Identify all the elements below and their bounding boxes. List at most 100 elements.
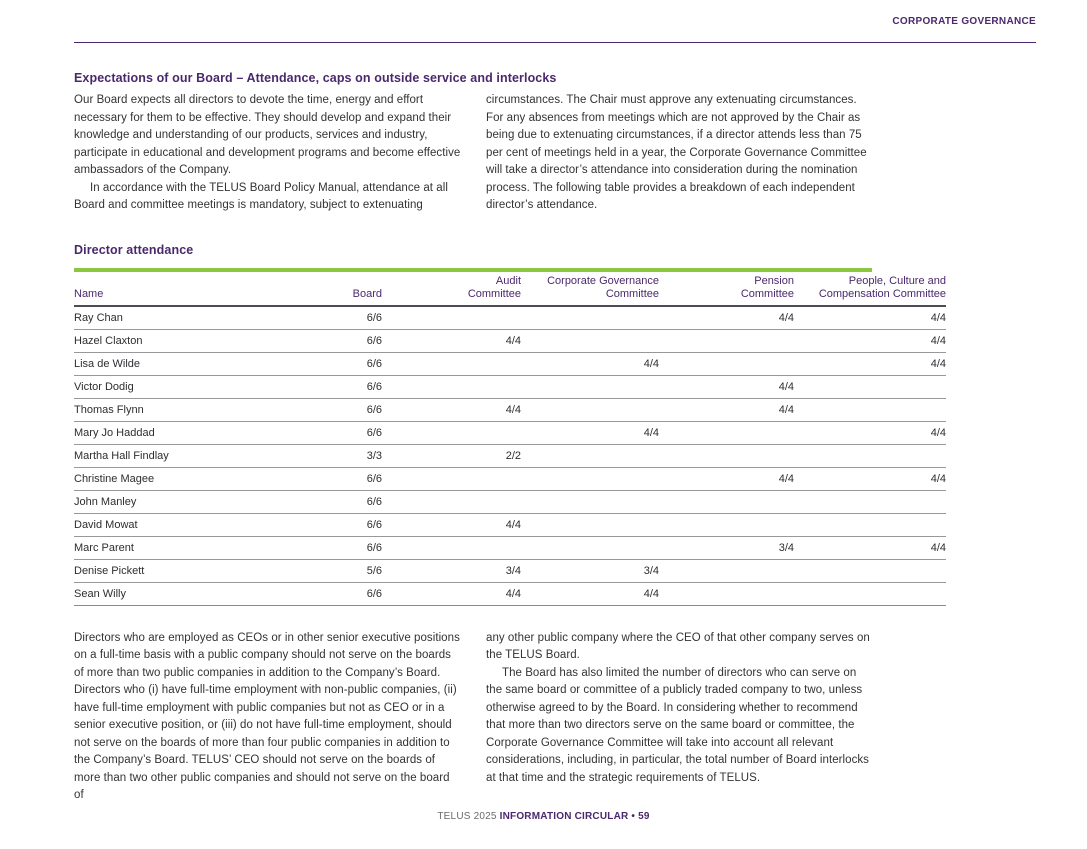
pension-attendance <box>659 559 794 583</box>
paragraph: circumstances. The Chair must approve an… <box>486 94 867 211</box>
pension-attendance: 4/4 <box>659 467 794 491</box>
governance-attendance <box>521 329 659 353</box>
table-accent-bar <box>74 267 872 272</box>
audit-attendance: 4/4 <box>382 582 521 606</box>
compensation-attendance <box>794 375 946 399</box>
pension-attendance: 3/4 <box>659 536 794 560</box>
board-attendance: 6/6 <box>264 305 382 330</box>
caps-left-column: Directors who are employed as CEOs or in… <box>74 630 461 805</box>
audit-attendance <box>382 490 521 514</box>
director-name: Lisa de Wilde <box>74 352 264 376</box>
director-attendance-table: Name Board Audit Committee Corporate Gove… <box>74 271 946 606</box>
expectations-right-column: circumstances. The Chair must approve an… <box>486 92 873 215</box>
compensation-attendance <box>794 444 946 468</box>
audit-attendance <box>382 352 521 376</box>
board-attendance: 6/6 <box>264 375 382 399</box>
audit-attendance <box>382 421 521 445</box>
caps-right-column: any other public company where the CEO o… <box>486 630 873 805</box>
footer-page-number: INFORMATION CIRCULAR • 59 <box>499 811 650 822</box>
director-name: Denise Pickett <box>74 559 264 583</box>
table-row: Victor Dodig 6/6 4/4 <box>74 375 946 399</box>
table-header-row: Name Board Audit Committee Corporate Gove… <box>74 271 946 307</box>
section-heading-expectations: Expectations of our Board – Attendance, … <box>74 71 557 85</box>
table-row: Hazel Claxton 6/6 4/4 4/4 <box>74 329 946 353</box>
board-attendance: 6/6 <box>264 536 382 560</box>
section-expectations: Expectations of our Board – Attendance, … <box>74 71 1036 215</box>
footer-document-title: TELUS 2025 <box>437 811 497 822</box>
pension-attendance <box>659 513 794 537</box>
governance-attendance: 4/4 <box>521 582 659 606</box>
table-row: Christine Magee 6/6 4/4 4/4 <box>74 467 946 491</box>
audit-attendance <box>382 305 521 330</box>
table-row: Thomas Flynn 6/6 4/4 4/4 <box>74 398 946 422</box>
expectations-left-column: Our Board expects all directors to devot… <box>74 92 461 215</box>
board-attendance: 5/6 <box>264 559 382 583</box>
compensation-attendance: 4/4 <box>794 305 946 330</box>
audit-attendance <box>382 536 521 560</box>
table-row: Marc Parent 6/6 3/4 4/4 <box>74 536 946 560</box>
director-name: Sean Willy <box>74 582 264 606</box>
compensation-attendance <box>794 559 946 583</box>
compensation-attendance: 4/4 <box>794 421 946 445</box>
table-row: Mary Jo Haddad 6/6 4/4 4/4 <box>74 421 946 445</box>
director-name: Hazel Claxton <box>74 329 264 353</box>
page-footer: TELUS 2025 INFORMATION CIRCULAR • 59 <box>0 811 1087 822</box>
governance-attendance <box>521 444 659 468</box>
compensation-attendance: 4/4 <box>794 329 946 353</box>
table-row: Denise Pickett 5/6 3/4 3/4 <box>74 559 946 583</box>
governance-attendance: 4/4 <box>521 421 659 445</box>
governance-attendance <box>521 398 659 422</box>
column-header-governance-committee: Corporate Governance Committee <box>521 271 659 307</box>
board-attendance: 6/6 <box>264 467 382 491</box>
director-name: Thomas Flynn <box>74 398 264 422</box>
director-name: Victor Dodig <box>74 375 264 399</box>
section-director-attendance: Director attendance Name Board Audit Comm… <box>74 243 1036 606</box>
audit-attendance <box>382 467 521 491</box>
table-row: Lisa de Wilde 6/6 4/4 4/4 <box>74 352 946 376</box>
paragraph: The Board has also limited the number of… <box>486 666 869 784</box>
pension-attendance: 4/4 <box>659 398 794 422</box>
section-heading-attendance: Director attendance <box>74 242 194 257</box>
governance-attendance <box>521 375 659 399</box>
section-outside-service-caps: Directors who are employed as CEOs or in… <box>74 630 1036 805</box>
pension-attendance <box>659 352 794 376</box>
compensation-attendance <box>794 513 946 537</box>
column-header-board: Board <box>264 271 382 307</box>
board-attendance: 6/6 <box>264 329 382 353</box>
compensation-attendance: 4/4 <box>794 536 946 560</box>
board-attendance: 3/3 <box>264 444 382 468</box>
director-name: Ray Chan <box>74 305 264 330</box>
paragraph: Directors who are employed as CEOs or in… <box>74 631 460 802</box>
pension-attendance: 4/4 <box>659 305 794 330</box>
table-row: Sean Willy 6/6 4/4 4/4 <box>74 582 946 606</box>
paragraph: any other public company where the CEO o… <box>486 631 870 662</box>
governance-attendance <box>521 513 659 537</box>
audit-attendance: 4/4 <box>382 513 521 537</box>
pension-attendance <box>659 490 794 514</box>
audit-attendance: 4/4 <box>382 398 521 422</box>
board-attendance: 6/6 <box>264 513 382 537</box>
pension-attendance <box>659 421 794 445</box>
governance-attendance <box>521 305 659 330</box>
director-name: Marc Parent <box>74 536 264 560</box>
director-name: Mary Jo Haddad <box>74 421 264 445</box>
governance-attendance: 3/4 <box>521 559 659 583</box>
column-header-audit-committee: Audit Committee <box>382 271 521 307</box>
board-attendance: 6/6 <box>264 398 382 422</box>
director-name: John Manley <box>74 490 264 514</box>
paragraph: In accordance with the TELUS Board Polic… <box>74 181 448 212</box>
compensation-attendance: 4/4 <box>794 467 946 491</box>
table-row: Ray Chan 6/6 4/4 4/4 <box>74 305 946 330</box>
column-header-pension-committee: Pension Committee <box>659 271 794 307</box>
director-name: David Mowat <box>74 513 264 537</box>
column-header-compensation-committee: People, Culture and Compensation Committe… <box>794 271 946 307</box>
table-row: Martha Hall Findlay 3/3 2/2 <box>74 444 946 468</box>
page-header-label: CORPORATE GOVERNANCE <box>892 16 1036 27</box>
audit-attendance: 3/4 <box>382 559 521 583</box>
director-name: Christine Magee <box>74 467 264 491</box>
audit-attendance <box>382 375 521 399</box>
board-attendance: 6/6 <box>264 421 382 445</box>
governance-attendance: 4/4 <box>521 352 659 376</box>
compensation-attendance <box>794 582 946 606</box>
